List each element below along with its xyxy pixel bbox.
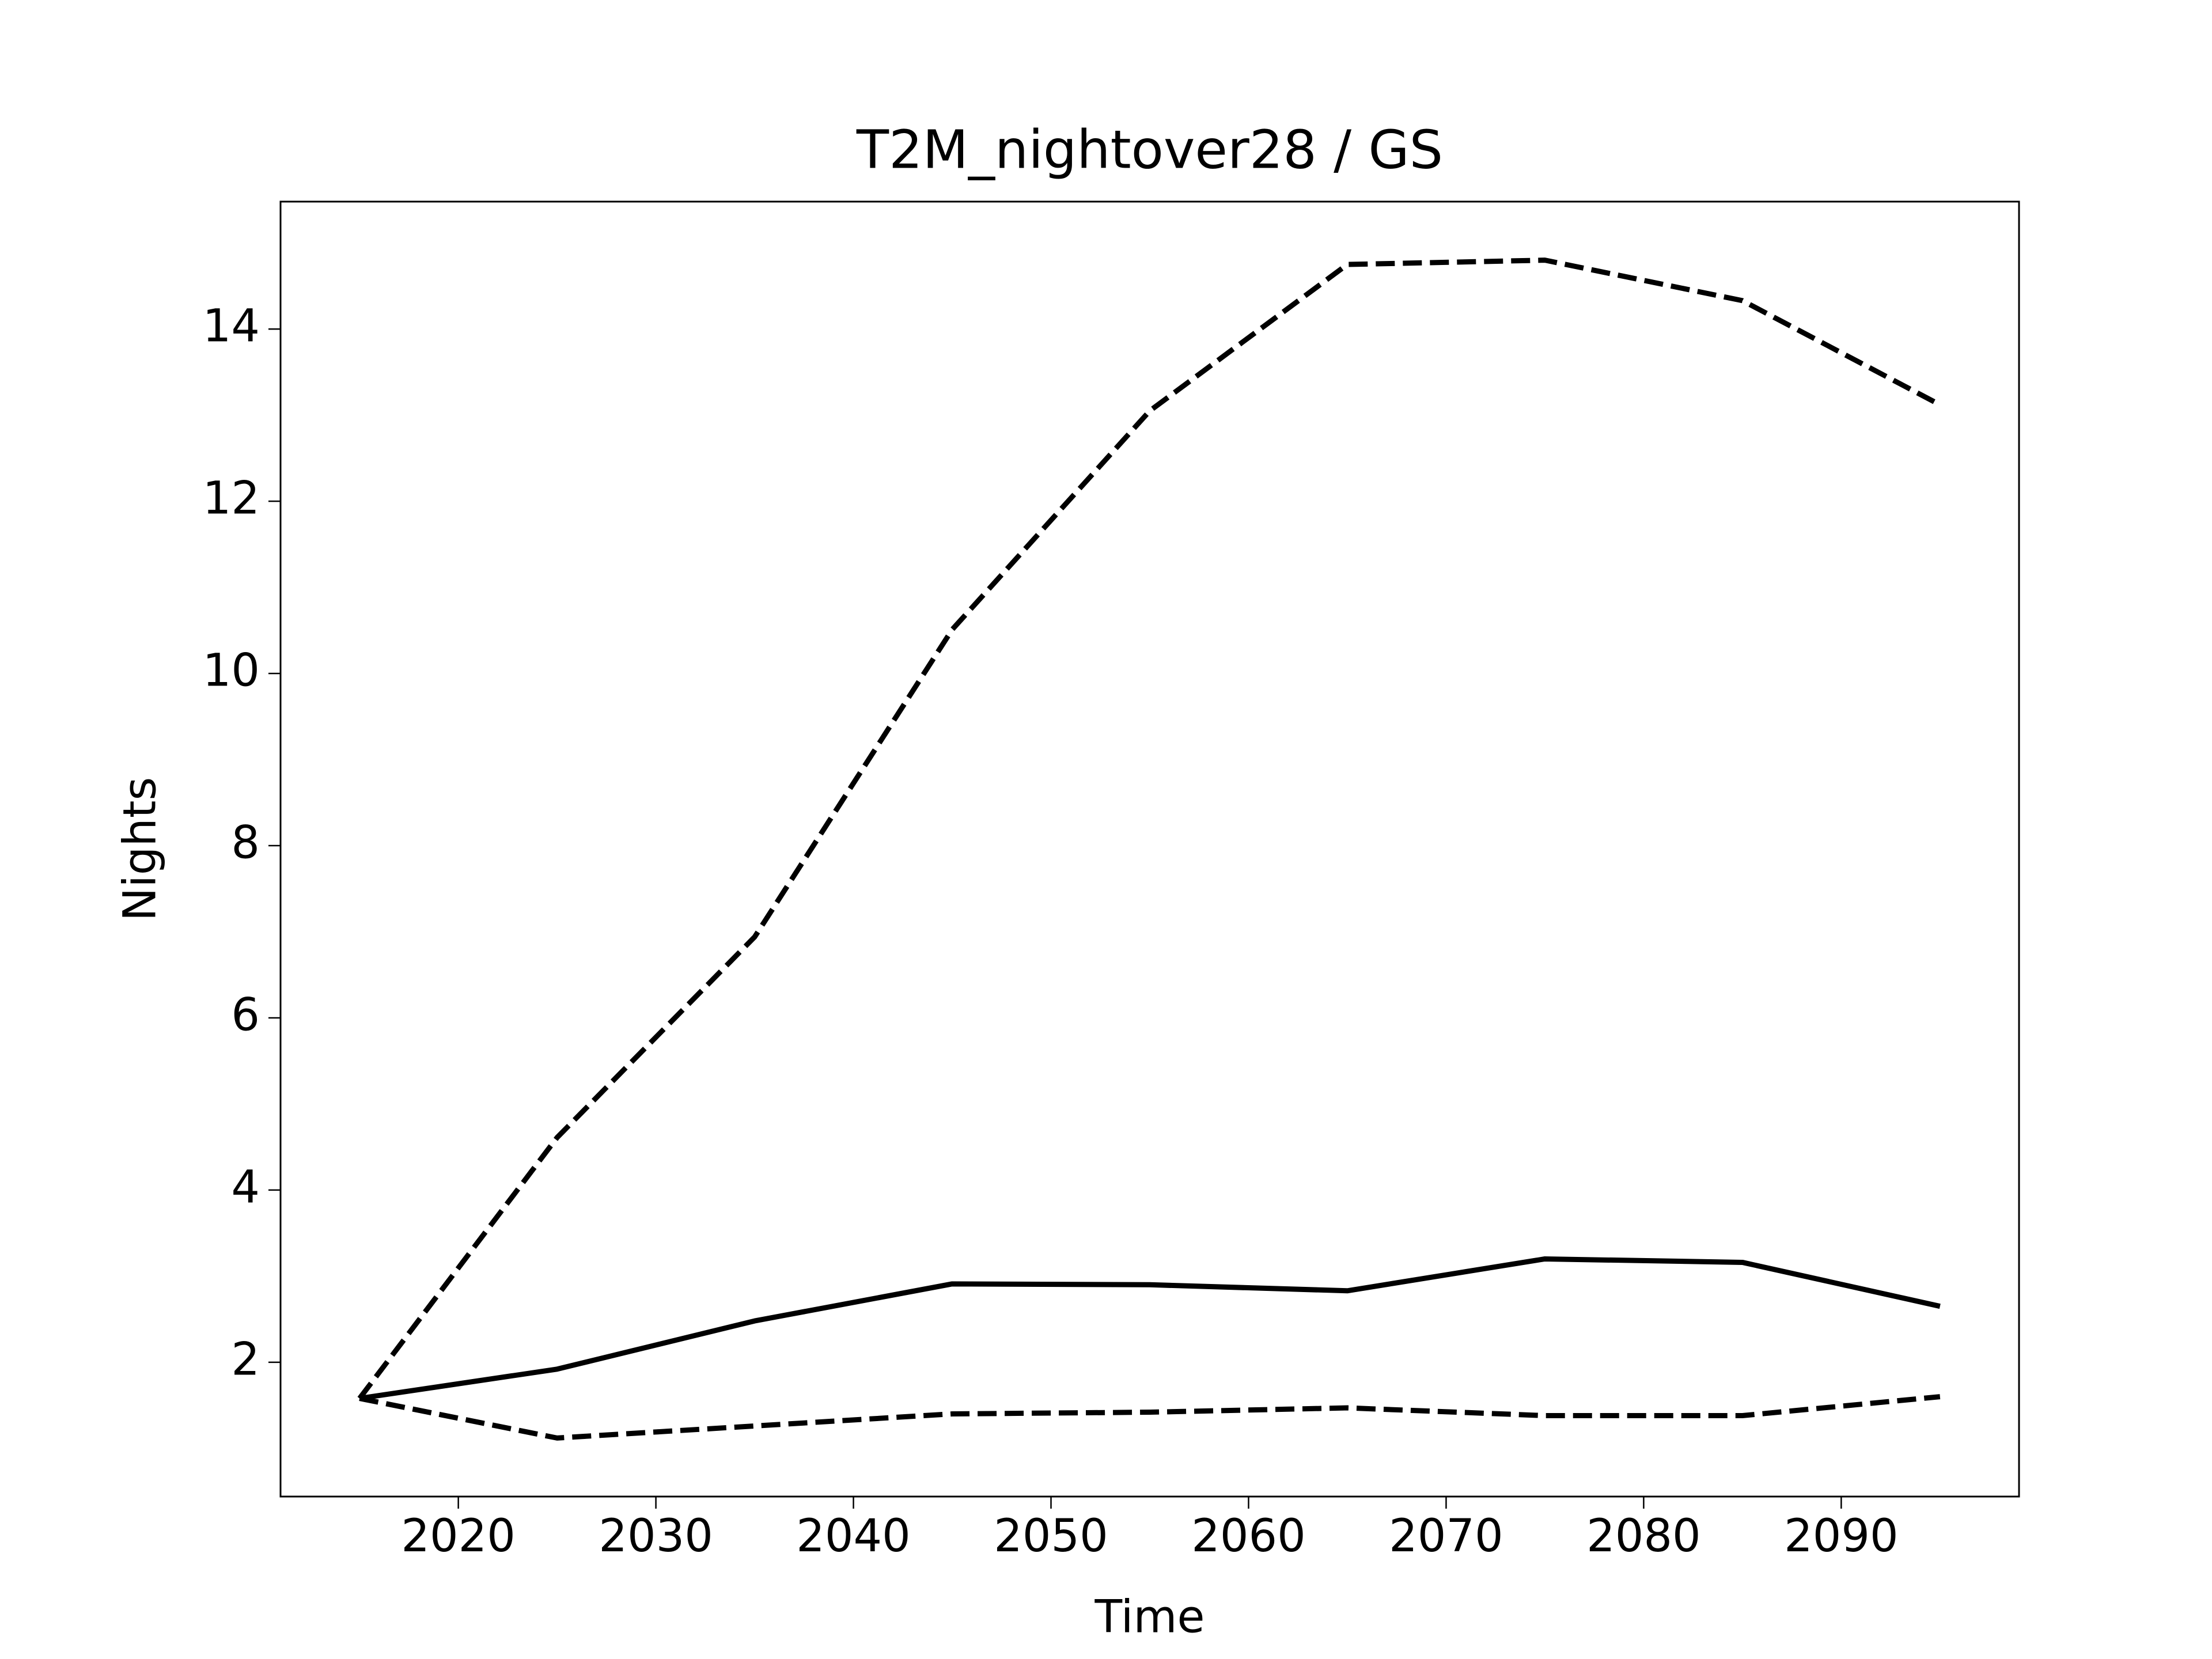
plot-frame [279,200,2020,1498]
x-tick-label: 2020 [401,1510,516,1562]
line-series [357,257,1941,1400]
x-tick-label: 2070 [1389,1510,1503,1562]
y-tick-label: 12 [203,473,260,525]
y-tick-label: 14 [203,301,260,353]
line-series [359,1256,1941,1402]
line-series [359,1394,1941,1441]
x-tick-label: 2050 [994,1510,1108,1562]
x-tick-label: 2030 [599,1510,713,1562]
x-axis-label: Time [1094,1591,1205,1643]
y-tick-label: 8 [231,817,260,869]
y-tick-label: 2 [231,1334,260,1385]
y-tick-label: 10 [203,645,260,697]
y-axis-label: Nights [114,777,166,921]
chart-title: T2M_nightover28 / GS [856,119,1443,180]
x-tick-label: 2060 [1191,1510,1306,1562]
y-tick-label: 6 [231,989,260,1041]
x-tick-label: 2090 [1784,1510,1899,1562]
x-tick-label: 2080 [1586,1510,1701,1562]
y-tick-label: 4 [231,1161,260,1213]
x-tick-label: 2040 [796,1510,911,1562]
